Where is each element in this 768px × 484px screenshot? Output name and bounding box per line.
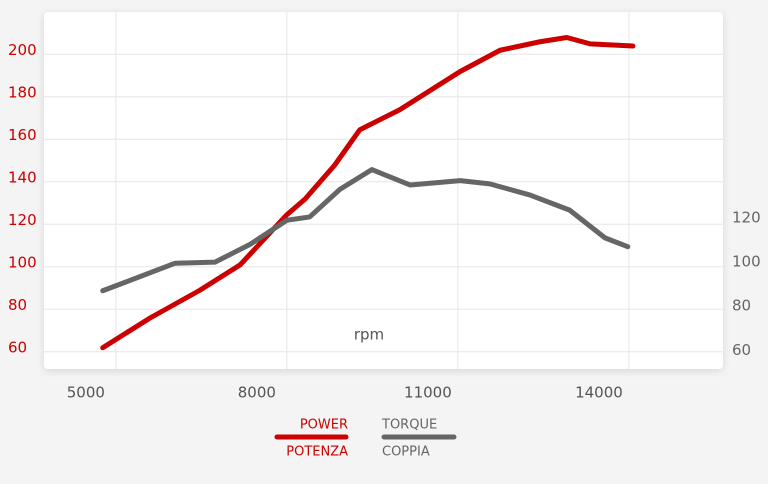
- y2-tick-label: 80: [732, 297, 751, 315]
- legend-label: POTENZA: [286, 445, 348, 460]
- legend-label: POWER: [300, 418, 348, 433]
- series-line: [100, 167, 631, 294]
- y-tick-label: 80: [8, 296, 27, 314]
- plot-card: [44, 12, 723, 369]
- y-tick-label: 200: [8, 41, 37, 59]
- y-tick-label: 160: [8, 126, 37, 144]
- x-tick-label: 5000: [67, 384, 105, 402]
- y2-tick-label: 120: [732, 209, 761, 227]
- legend-label: TORQUE: [381, 418, 437, 433]
- x-tick-label: 14000: [575, 384, 623, 402]
- y-tick-label: 140: [8, 168, 37, 186]
- y-tick-label: 60: [8, 338, 27, 356]
- x-tick-label: 8000: [238, 384, 276, 402]
- y-tick-label: 100: [8, 253, 37, 271]
- x-tick-label: 11000: [404, 384, 452, 402]
- y-tick-label: 120: [8, 211, 37, 229]
- y2-tick-label: 100: [732, 253, 761, 271]
- x-axis-label: rpm: [354, 326, 384, 344]
- series-line: [100, 35, 636, 351]
- y-tick-label: 180: [8, 83, 37, 101]
- legend-label: COPPIA: [382, 445, 430, 460]
- y2-tick-label: 60: [732, 341, 751, 359]
